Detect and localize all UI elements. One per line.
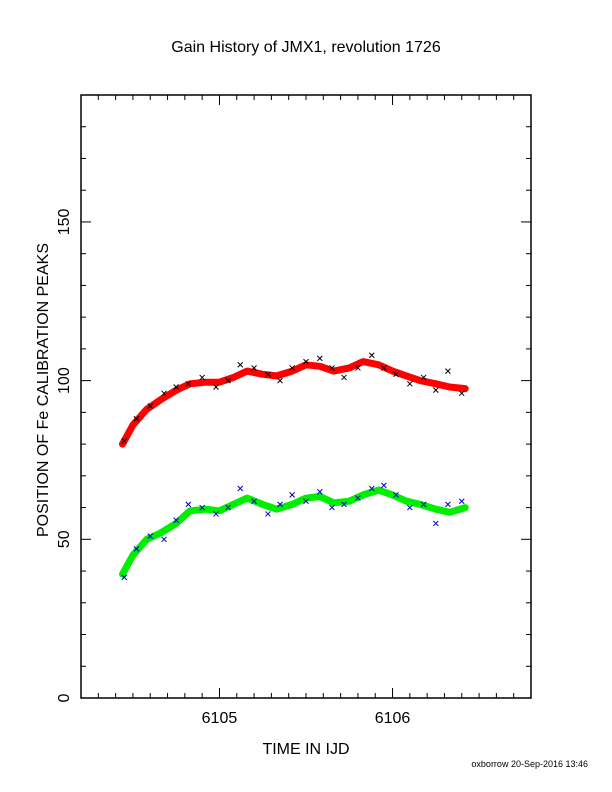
data-point: [368, 485, 375, 492]
data-point: [265, 511, 271, 517]
data-point: [381, 365, 387, 371]
data-point: [147, 533, 154, 539]
footer-credit: oxborrow 20-Sep-2016 13:46: [471, 759, 588, 769]
data-point: [173, 517, 180, 524]
y-tick-label: 100: [56, 367, 73, 394]
data-point: [368, 352, 375, 359]
plot-frame: [80, 94, 532, 699]
data-point: [432, 387, 439, 394]
data-point: [213, 511, 219, 517]
data-point: [133, 545, 140, 552]
data-point: [289, 365, 296, 371]
x-tick-label: 6106: [375, 710, 411, 727]
data-point: [147, 403, 154, 409]
series-layer: [119, 352, 469, 581]
data-point: [161, 390, 167, 397]
data-point: [316, 355, 323, 362]
data-point: [355, 495, 361, 501]
data-point: [341, 501, 347, 508]
y-tick-label: 150: [56, 209, 73, 236]
axis-ticks: [81, 95, 531, 698]
data-point: [237, 361, 244, 368]
data-point: [393, 371, 399, 378]
data-point: [161, 536, 167, 543]
series-line-0: [119, 358, 469, 448]
data-point: [316, 488, 323, 495]
data-point: [303, 358, 309, 365]
data-point: [213, 384, 219, 390]
data-point: [237, 485, 244, 492]
data-point: [121, 574, 128, 581]
data-point: [445, 368, 451, 374]
data-point: [458, 498, 465, 505]
y-tick-label: 50: [56, 530, 73, 548]
data-point: [381, 482, 387, 489]
data-point: [251, 498, 257, 505]
y-tick-label: 0: [56, 693, 73, 702]
data-point: [393, 492, 399, 498]
data-point: [185, 380, 192, 387]
data-point: [341, 374, 347, 381]
data-point: [277, 377, 283, 384]
data-point: [251, 365, 257, 371]
data-point: [406, 504, 413, 511]
data-point: [420, 374, 427, 381]
data-point: [329, 504, 335, 511]
data-point: [303, 498, 309, 505]
data-point: [225, 504, 231, 511]
data-point: [225, 377, 231, 384]
y-axis-label: POSITION OF Fe CALIBRATION PEAKS: [35, 243, 52, 537]
data-point: [432, 520, 439, 527]
data-point: [406, 380, 413, 387]
tick-labels: 6105 6106 0 50 100 150: [56, 209, 410, 727]
data-point: [458, 390, 465, 397]
data-point: [277, 501, 283, 508]
data-point: [355, 365, 361, 371]
x-tick-label: 6105: [202, 710, 238, 727]
data-point: [265, 371, 271, 378]
data-point: [185, 501, 192, 508]
x-axis-label: TIME IN IJD: [262, 741, 349, 758]
data-point: [289, 492, 296, 498]
data-point: [121, 438, 128, 444]
chart-title: Gain History of JMX1, revolution 1726: [171, 39, 441, 56]
data-point: [133, 415, 140, 422]
series-line-2: [119, 486, 469, 578]
data-point: [420, 501, 427, 508]
data-point: [329, 365, 335, 371]
data-point: [445, 501, 451, 508]
data-point: [173, 384, 180, 390]
data-point: [199, 504, 206, 511]
data-point: [199, 374, 206, 381]
